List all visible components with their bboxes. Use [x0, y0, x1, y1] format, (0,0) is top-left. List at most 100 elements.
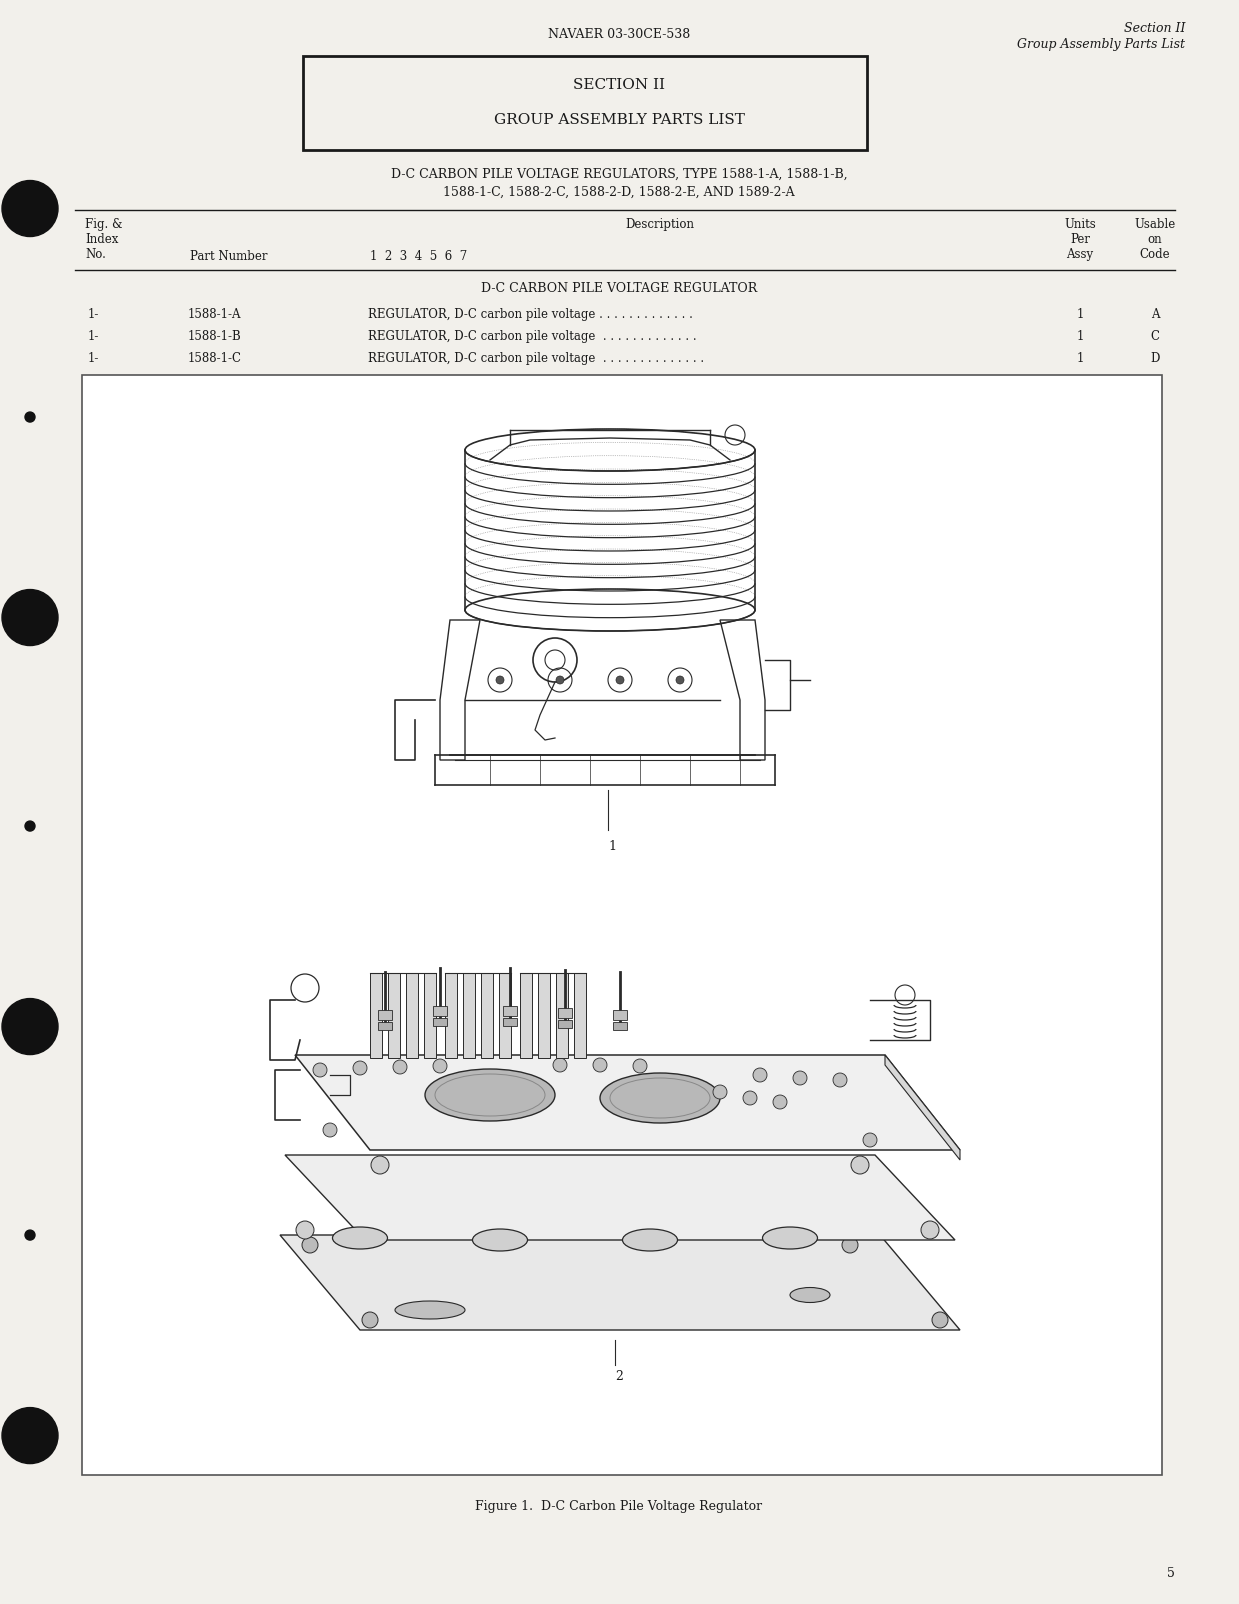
- Text: 2: 2: [615, 1370, 623, 1383]
- Text: 1-: 1-: [88, 308, 99, 321]
- Bar: [445, 974, 457, 1059]
- Text: Section II: Section II: [1124, 22, 1184, 35]
- Text: Usable: Usable: [1135, 218, 1176, 231]
- Text: 1  2  3  4  5  6  7: 1 2 3 4 5 6 7: [370, 250, 467, 263]
- Circle shape: [2, 999, 58, 1054]
- Bar: [613, 1022, 627, 1030]
- Bar: [378, 1022, 392, 1030]
- Bar: [432, 1006, 447, 1015]
- Bar: [82, 375, 1162, 1476]
- Text: D-C CARBON PILE VOLTAGE REGULATOR: D-C CARBON PILE VOLTAGE REGULATOR: [481, 282, 757, 295]
- Ellipse shape: [472, 1229, 528, 1251]
- Bar: [432, 1019, 447, 1027]
- Text: Part Number: Part Number: [190, 250, 268, 263]
- Bar: [574, 974, 586, 1059]
- Text: 1: 1: [608, 840, 616, 853]
- Text: SECTION II: SECTION II: [572, 79, 665, 91]
- Circle shape: [753, 1068, 767, 1083]
- Circle shape: [743, 1091, 757, 1105]
- Circle shape: [932, 1312, 948, 1328]
- Text: 1588-1-A: 1588-1-A: [188, 308, 242, 321]
- Bar: [538, 974, 550, 1059]
- Ellipse shape: [600, 1073, 720, 1123]
- Bar: [388, 974, 400, 1059]
- Text: Per: Per: [1070, 233, 1090, 245]
- Text: Units: Units: [1064, 218, 1095, 231]
- Text: D-C CARBON PILE VOLTAGE REGULATORS, TYPE 1588-1-A, 1588-1-B,: D-C CARBON PILE VOLTAGE REGULATORS, TYPE…: [390, 168, 847, 181]
- Text: NAVAER 03-30CE-538: NAVAER 03-30CE-538: [548, 27, 690, 42]
- Circle shape: [2, 590, 58, 645]
- Text: A: A: [1151, 308, 1160, 321]
- Bar: [378, 1011, 392, 1020]
- Circle shape: [296, 1221, 313, 1238]
- Circle shape: [432, 1059, 447, 1073]
- Text: Code: Code: [1140, 249, 1171, 261]
- Text: Assy: Assy: [1067, 249, 1094, 261]
- Text: 1: 1: [1077, 351, 1084, 366]
- Circle shape: [353, 1060, 367, 1075]
- Text: 1-: 1-: [88, 351, 99, 366]
- Circle shape: [553, 1059, 567, 1071]
- Text: 1588-1-C: 1588-1-C: [188, 351, 242, 366]
- Polygon shape: [285, 1155, 955, 1240]
- Ellipse shape: [425, 1068, 555, 1121]
- Text: Group Assembly Parts List: Group Assembly Parts List: [1017, 38, 1184, 51]
- Circle shape: [393, 1060, 406, 1075]
- Bar: [370, 974, 382, 1059]
- Text: on: on: [1147, 233, 1162, 245]
- Bar: [503, 1019, 517, 1027]
- Text: Figure 1.  D-C Carbon Pile Voltage Regulator: Figure 1. D-C Carbon Pile Voltage Regula…: [476, 1500, 762, 1513]
- Bar: [558, 1020, 572, 1028]
- Circle shape: [2, 1408, 58, 1463]
- Text: REGULATOR, D-C carbon pile voltage  . . . . . . . . . . . . . .: REGULATOR, D-C carbon pile voltage . . .…: [368, 351, 704, 366]
- Bar: [503, 1006, 517, 1015]
- Circle shape: [793, 1071, 807, 1084]
- Polygon shape: [885, 1055, 960, 1160]
- Circle shape: [25, 412, 35, 422]
- Circle shape: [712, 1084, 727, 1099]
- Ellipse shape: [332, 1227, 388, 1250]
- Circle shape: [556, 675, 564, 683]
- Circle shape: [616, 675, 624, 683]
- Text: 1: 1: [1077, 308, 1084, 321]
- Circle shape: [496, 675, 504, 683]
- Text: Index: Index: [85, 233, 119, 245]
- Bar: [406, 974, 418, 1059]
- Text: No.: No.: [85, 249, 105, 261]
- Circle shape: [773, 1096, 787, 1108]
- Circle shape: [323, 1123, 337, 1137]
- Circle shape: [25, 821, 35, 831]
- Text: 5: 5: [1167, 1567, 1175, 1580]
- Text: C: C: [1151, 330, 1160, 343]
- Circle shape: [25, 1230, 35, 1240]
- Bar: [424, 974, 436, 1059]
- Bar: [556, 974, 567, 1059]
- Polygon shape: [295, 1055, 960, 1150]
- Text: 1588-1-B: 1588-1-B: [188, 330, 242, 343]
- Circle shape: [843, 1237, 857, 1253]
- Circle shape: [313, 1063, 327, 1076]
- Circle shape: [2, 181, 58, 236]
- Bar: [520, 974, 532, 1059]
- Circle shape: [851, 1156, 869, 1174]
- Text: GROUP ASSEMBLY PARTS LIST: GROUP ASSEMBLY PARTS LIST: [493, 112, 745, 127]
- Bar: [499, 974, 510, 1059]
- Circle shape: [833, 1073, 847, 1088]
- Text: REGULATOR, D-C carbon pile voltage . . . . . . . . . . . . .: REGULATOR, D-C carbon pile voltage . . .…: [368, 308, 693, 321]
- Ellipse shape: [762, 1227, 818, 1250]
- Ellipse shape: [622, 1229, 678, 1251]
- Bar: [463, 974, 475, 1059]
- Bar: [558, 1007, 572, 1019]
- Circle shape: [302, 1237, 318, 1253]
- Text: 1-: 1-: [88, 330, 99, 343]
- Circle shape: [362, 1312, 378, 1328]
- Circle shape: [370, 1156, 389, 1174]
- Text: 1588-1-C, 1588-2-C, 1588-2-D, 1588-2-E, AND 1589-2-A: 1588-1-C, 1588-2-C, 1588-2-D, 1588-2-E, …: [444, 186, 794, 199]
- FancyBboxPatch shape: [304, 56, 867, 151]
- Text: 1: 1: [1077, 330, 1084, 343]
- Text: D: D: [1150, 351, 1160, 366]
- Text: REGULATOR, D-C carbon pile voltage  . . . . . . . . . . . . .: REGULATOR, D-C carbon pile voltage . . .…: [368, 330, 696, 343]
- Polygon shape: [280, 1235, 960, 1330]
- Ellipse shape: [790, 1288, 830, 1302]
- Circle shape: [593, 1059, 607, 1071]
